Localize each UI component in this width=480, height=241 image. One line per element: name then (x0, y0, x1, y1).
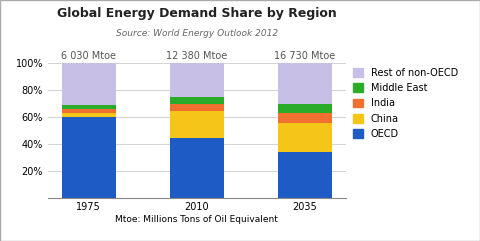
Bar (170, 138, 224, 198)
Bar (170, 111, 224, 138)
Legend: Rest of non-OECD, Middle East, India, China, OECD: Rest of non-OECD, Middle East, India, Ch… (353, 67, 458, 139)
Bar (61, 63, 116, 105)
Bar (170, 97, 224, 105)
Bar (170, 105, 224, 111)
Text: 16 730 Mtoe: 16 730 Mtoe (275, 51, 336, 61)
Text: Global Energy Demand Share by Region: Global Energy Demand Share by Region (57, 7, 336, 20)
X-axis label: Mtoe: Millions Tons of Oil Equivalent: Mtoe: Millions Tons of Oil Equivalent (115, 215, 278, 224)
Bar (61, 117, 116, 198)
Bar (61, 109, 116, 113)
Bar (170, 63, 224, 97)
Bar (61, 105, 116, 109)
Text: 12 380 Mtoe: 12 380 Mtoe (166, 51, 228, 61)
Text: 6 030 Mtoe: 6 030 Mtoe (61, 51, 116, 61)
Bar (278, 123, 332, 152)
Text: Source: World Energy Outlook 2012: Source: World Energy Outlook 2012 (116, 29, 278, 38)
Bar (61, 113, 116, 117)
Bar (278, 113, 332, 123)
Bar (278, 105, 332, 113)
Bar (278, 63, 332, 105)
Bar (278, 152, 332, 198)
